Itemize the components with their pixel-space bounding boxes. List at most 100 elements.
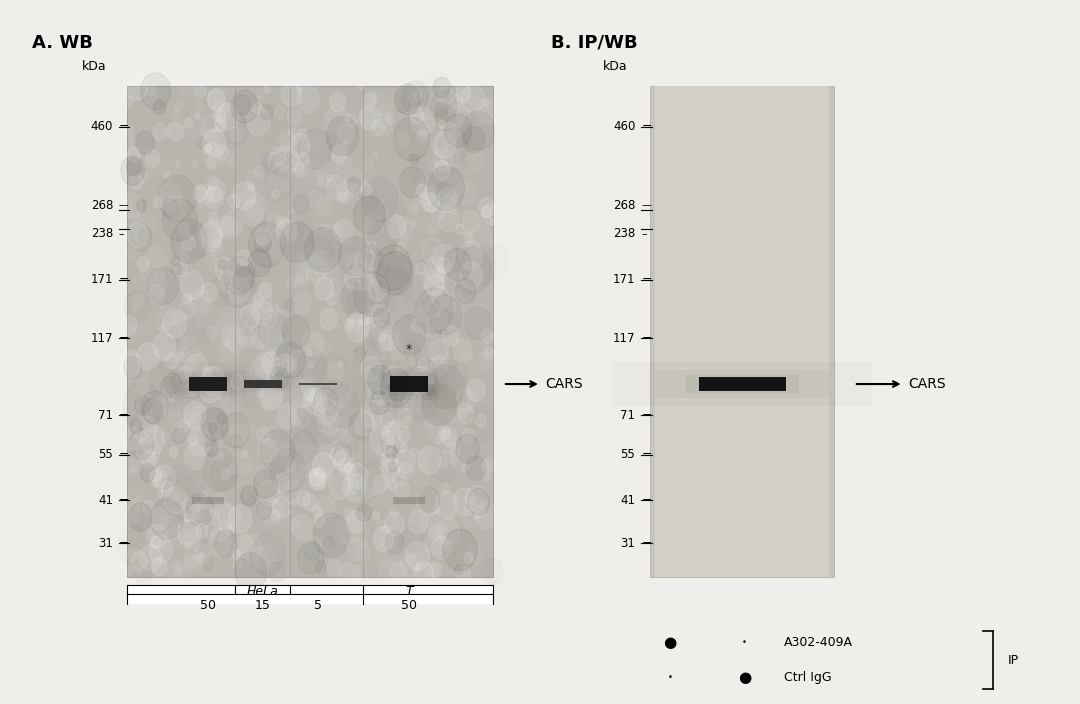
Circle shape	[467, 379, 485, 401]
Circle shape	[334, 451, 350, 470]
Circle shape	[316, 197, 332, 215]
Circle shape	[416, 263, 427, 275]
Circle shape	[453, 272, 462, 284]
Circle shape	[255, 165, 265, 177]
Circle shape	[363, 486, 373, 498]
Circle shape	[455, 565, 462, 574]
Circle shape	[186, 382, 198, 396]
Circle shape	[226, 326, 247, 353]
Bar	[280, 382, 356, 386]
Circle shape	[214, 493, 225, 505]
Circle shape	[429, 526, 442, 541]
Circle shape	[364, 214, 383, 239]
Circle shape	[322, 260, 338, 282]
Circle shape	[123, 356, 143, 379]
Circle shape	[229, 158, 237, 168]
Circle shape	[382, 422, 401, 444]
Text: 171: 171	[91, 273, 113, 287]
Circle shape	[409, 203, 418, 214]
Circle shape	[380, 396, 390, 410]
Circle shape	[380, 413, 393, 428]
Circle shape	[126, 158, 141, 176]
Circle shape	[369, 391, 390, 415]
Circle shape	[221, 469, 230, 479]
Circle shape	[374, 527, 394, 551]
Text: 71: 71	[98, 409, 113, 422]
Circle shape	[345, 114, 350, 120]
Text: ●: ●	[663, 636, 677, 650]
Circle shape	[238, 250, 251, 265]
Circle shape	[217, 413, 226, 425]
Circle shape	[161, 482, 173, 496]
Circle shape	[141, 391, 168, 424]
Circle shape	[435, 491, 457, 518]
Circle shape	[259, 282, 272, 298]
Bar	[298, 383, 337, 385]
Circle shape	[366, 241, 376, 253]
Circle shape	[201, 408, 228, 441]
Text: •: •	[667, 673, 673, 682]
Circle shape	[233, 267, 253, 291]
Circle shape	[156, 397, 163, 406]
Circle shape	[206, 187, 220, 203]
Circle shape	[485, 100, 490, 106]
Circle shape	[143, 398, 163, 423]
Circle shape	[228, 465, 237, 474]
Circle shape	[287, 108, 301, 125]
Circle shape	[409, 154, 418, 165]
Circle shape	[410, 359, 416, 365]
Circle shape	[375, 245, 411, 290]
Circle shape	[232, 549, 241, 559]
Bar	[656, 86, 829, 577]
Circle shape	[442, 427, 457, 446]
Circle shape	[151, 469, 166, 488]
Circle shape	[215, 142, 234, 166]
Circle shape	[260, 104, 273, 120]
Circle shape	[422, 328, 430, 337]
Circle shape	[233, 451, 253, 475]
Bar	[656, 370, 829, 398]
Circle shape	[386, 113, 394, 124]
Circle shape	[265, 87, 270, 93]
Circle shape	[357, 504, 372, 521]
Text: 31: 31	[98, 537, 113, 550]
Circle shape	[165, 353, 178, 369]
Bar	[234, 378, 292, 390]
Text: *: *	[406, 343, 413, 356]
Circle shape	[245, 193, 267, 220]
Circle shape	[458, 404, 474, 424]
Circle shape	[357, 305, 378, 329]
Circle shape	[396, 298, 404, 308]
Circle shape	[243, 491, 249, 500]
Circle shape	[256, 501, 271, 520]
Circle shape	[424, 256, 447, 283]
Circle shape	[426, 203, 431, 210]
Circle shape	[289, 519, 300, 532]
Circle shape	[159, 326, 164, 332]
Circle shape	[139, 544, 162, 572]
Circle shape	[361, 183, 372, 196]
Circle shape	[129, 503, 152, 531]
Circle shape	[442, 325, 459, 346]
Circle shape	[151, 558, 166, 576]
Circle shape	[309, 467, 324, 486]
Circle shape	[161, 432, 168, 441]
Circle shape	[178, 420, 189, 433]
Circle shape	[293, 405, 310, 427]
Circle shape	[121, 193, 143, 218]
Circle shape	[260, 327, 282, 354]
Circle shape	[362, 541, 368, 548]
Circle shape	[253, 295, 262, 307]
Circle shape	[484, 457, 495, 472]
Circle shape	[276, 346, 288, 360]
Circle shape	[463, 508, 480, 527]
Circle shape	[253, 103, 262, 113]
Circle shape	[348, 313, 362, 329]
Circle shape	[392, 344, 413, 370]
Circle shape	[242, 200, 264, 225]
Circle shape	[194, 84, 206, 98]
Circle shape	[395, 95, 411, 114]
Bar	[260, 381, 375, 387]
Circle shape	[205, 186, 224, 208]
Circle shape	[268, 152, 281, 169]
